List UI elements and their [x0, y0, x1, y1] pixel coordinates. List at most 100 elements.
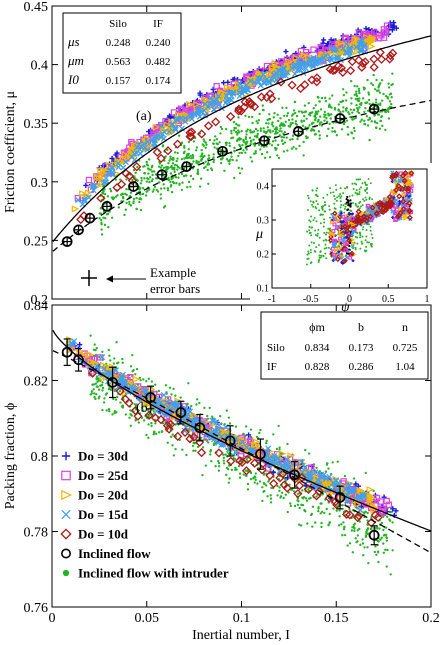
legend-label-6: Inclined flow with intruder: [78, 566, 229, 581]
panel-b-ytick-label-2: 0.8: [31, 450, 49, 465]
legend-label-3: Do = 15d: [78, 507, 129, 522]
error-bar-note-line1: Example: [150, 265, 196, 280]
panel-b-ylabel: Packing fraction, ϕ: [3, 403, 18, 510]
panel-a-label: (a): [136, 109, 152, 124]
inset-plot: -1 -0.5 0 0.5 1 0.1 0.2 0.3 0.4 μ ψ: [250, 163, 434, 315]
param-table-a-row-label-0: μs: [67, 34, 80, 49]
legend-label-1: Do = 25d: [78, 468, 129, 483]
param-table-a-row-label-1: μm: [67, 53, 84, 68]
param-table-b-header-n: n: [402, 320, 408, 334]
legend: Do = 30d Do = 25d Do = 20d Do = 15d Do = 10d…: [60, 449, 229, 581]
panel-b-inclined-point-10: [368, 525, 380, 546]
panel-b-xtick-label-2: 0.1: [233, 611, 251, 626]
panel-b-xtick-label-3: 0.15: [324, 611, 349, 626]
param-table-b-phi-1: 0.828: [305, 361, 330, 373]
param-table-a-if-2: 0.174: [146, 75, 171, 87]
panel-b-inclined-point-5: [194, 413, 206, 442]
inset-xtick-label-2: 0: [347, 294, 352, 305]
panel-b-ytick-label-4: 0.84: [24, 299, 49, 314]
panel-b-inclined-point-8: [289, 461, 300, 489]
panel-a-ytick-label-0: 0.2: [31, 293, 49, 308]
param-table-b-n-0: 0.725: [393, 342, 418, 354]
panel-a-inclined-point-4: [128, 181, 139, 192]
panel-a-inclined-point-6: [181, 161, 192, 172]
inset-xtick-label-3: 0.5: [382, 294, 395, 305]
param-table-a-row-label-2: I0: [67, 72, 79, 87]
error-bar-note-line2: error bars: [150, 281, 200, 296]
panel-b-ticks: 0.76 0.78 0.8 0.82 0.84 0 0.05 0.1 0.15 0.2: [24, 299, 440, 626]
param-table-a-header-if: IF: [153, 18, 163, 30]
inset-scatter-cloud: [305, 169, 415, 266]
panel-a-param-table: Silo IF μs 0.248 0.240 μm 0.563 0.482 I0 0.157 0…: [62, 12, 182, 94]
param-table-a-silo-0: 0.248: [106, 37, 131, 49]
legend-entry-4: Do = 10d: [60, 527, 129, 542]
panel-b-inclined-point-0: [61, 338, 73, 366]
panel-b-inclined-point-9: [334, 485, 346, 510]
panel-a-ytick-label-3: 0.35: [24, 117, 49, 132]
panel-b-inclined-point-6: [224, 425, 236, 457]
param-table-b-b-1: 0.286: [349, 361, 374, 373]
panel-b-ytick-label-0: 0.76: [24, 601, 49, 616]
panel-a-y-ticks: 0.2 0.25 0.3 0.35 0.4 0.45: [24, 0, 431, 308]
legend-entry-5: Inclined flow: [60, 546, 151, 561]
param-table-b-header-b: b: [358, 320, 364, 334]
panel-a-inclined-flow-series: [61, 103, 380, 247]
panel-a: 0.2 0.25 0.3 0.35 0.4 0.45 Friction coefficie…: [3, 0, 434, 315]
panel-b-inclined-point-7: [255, 438, 266, 470]
inset-ylabel: μ: [255, 227, 263, 242]
panel-a-inclined-point-7: [217, 145, 228, 157]
inset-ytick-label-2: 0.3: [257, 216, 270, 227]
param-table-a-if-0: 0.240: [146, 37, 171, 49]
panel-a-ytick-label-2: 0.3: [31, 176, 49, 191]
panel-a-inclined-point-11: [368, 103, 380, 115]
legend-entry-3: Do = 15d: [61, 507, 129, 522]
panel-a-inclined-point-5: [156, 169, 168, 181]
panel-a-ylabel: Friction coefficient, μ: [3, 91, 18, 213]
panel-a-inclined-point-1: [73, 224, 84, 236]
panel-b-ytick-label-3: 0.82: [24, 375, 49, 390]
inset-ticks: -1 -0.5 0 0.5 1 0.1 0.2 0.3 0.4: [257, 182, 430, 306]
param-table-a-silo-1: 0.563: [106, 56, 131, 68]
legend-label-2: Do = 20d: [78, 488, 129, 503]
param-table-b-phi-0: 0.834: [305, 342, 330, 354]
inset-xtick-label-4: 1: [425, 294, 430, 305]
panel-b-band-4: [87, 368, 383, 528]
panel-b-silo-fit-line: [52, 329, 431, 532]
panel-b-param-table: ϕm b n Silo 0.834 0.173 0.725 IF 0.828 0.286 1.…: [260, 311, 429, 380]
inset-ytick-label-3: 0.4: [257, 182, 270, 193]
example-error-bars: Example error bars: [81, 265, 200, 296]
panel-b-xtick-label-0: 0: [49, 611, 56, 626]
param-table-b-b-0: 0.173: [349, 342, 374, 354]
panel-a-inclined-point-9: [293, 126, 304, 137]
panel-a-scatter-cloud: [71, 19, 399, 236]
legend-entry-6: Inclined flow with intruder: [62, 566, 229, 581]
panel-a-fit-curves: [52, 35, 431, 252]
panel-b-inclined-flow-series: [61, 338, 380, 546]
param-table-a-if-1: 0.482: [146, 56, 171, 68]
param-table-a-silo-2: 0.157: [106, 75, 131, 87]
panel-b-fit-curves: [52, 329, 431, 554]
panel-a-ytick-label-1: 0.25: [24, 234, 49, 249]
inset-xtick-label-1: -0.5: [303, 294, 319, 305]
legend-label-0: Do = 30d: [78, 449, 129, 464]
panel-b: 0.76 0.78 0.8 0.82 0.84 0 0.05 0.1 0.15 0.2 Packi…: [3, 299, 440, 643]
panel-b-if-fit-line: [52, 350, 431, 554]
panel-a-silo-fit-line: [52, 35, 431, 243]
legend-entry-0: Do = 30d: [61, 449, 129, 464]
panel-a-inclined-point-8: [258, 135, 270, 147]
arrowhead-icon: [106, 275, 113, 283]
param-table-b-n-1: 1.04: [395, 361, 415, 373]
inset-xlabel: ψ: [341, 300, 350, 315]
panel-b-xtick-label-4: 0.2: [422, 611, 440, 626]
legend-entry-2: Do = 20d: [61, 488, 129, 503]
legend-entry-1: Do = 25d: [61, 468, 129, 483]
legend-label-4: Do = 10d: [78, 527, 129, 542]
inset-ytick-label-1: 0.2: [257, 250, 270, 261]
param-table-b-label-1: IF: [267, 361, 277, 373]
inset-ytick-label-0: 0.1: [257, 284, 270, 295]
param-table-b-label-0: Silo: [267, 342, 285, 354]
panel-b-inclined-point-1: [73, 347, 84, 372]
panel-a-inclined-point-2: [84, 212, 96, 224]
panel-b-inclined-point-4: [175, 400, 187, 425]
